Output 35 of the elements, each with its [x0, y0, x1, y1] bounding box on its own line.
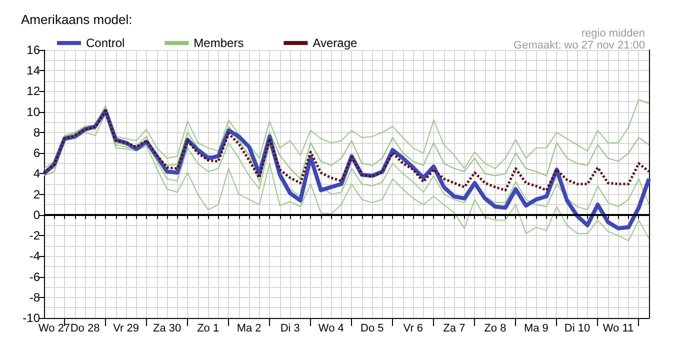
y-tick-label: 6 [33, 146, 40, 160]
x-tick-label: Wo 11 [602, 322, 634, 334]
x-tick-label: Vr 6 [403, 322, 424, 334]
y-tick-label: 14 [26, 64, 40, 78]
annotation: Gemaakt: wo 27 nov 21:00 [514, 40, 645, 52]
chart-title: Amerikaans model: [21, 12, 132, 27]
legend-label: Members [194, 36, 244, 50]
y-tick-label: -8 [29, 290, 40, 304]
x-tick-label: Za 7 [443, 322, 466, 334]
x-tick-label: Do 28 [70, 322, 100, 334]
x-tick-label: Di 10 [564, 322, 590, 334]
y-tick-label: -10 [22, 311, 40, 325]
y-tick-label: 12 [26, 84, 40, 98]
x-tick-label: Vr 29 [113, 322, 139, 334]
legend-label: Control [86, 36, 125, 50]
y-tick-label: -2 [29, 228, 40, 243]
y-tick-label: 16 [26, 43, 40, 57]
legend-label: Average [312, 36, 358, 50]
x-tick-label: Zo 1 [197, 322, 220, 334]
x-tick-label: Wo 27 [38, 322, 70, 334]
y-tick-label: 0 [33, 208, 40, 222]
y-tick-label: 10 [26, 104, 40, 119]
y-tick-label: 4 [33, 166, 40, 181]
x-tick-label: Wo 4 [318, 322, 344, 334]
y-tick-label: 2 [33, 187, 40, 202]
x-tick-label: Ma 2 [236, 322, 262, 334]
x-tick-label: Za 30 [152, 322, 182, 334]
y-tick-label: 8 [33, 125, 40, 140]
x-tick-label: Ma 9 [524, 322, 548, 334]
x-tick-label: Do 5 [360, 322, 384, 334]
text: regio midden [581, 28, 645, 40]
y-tick-label: -4 [29, 249, 40, 264]
x-tick-label: Zo 8 [484, 322, 506, 334]
x-tick-label: Di 3 [280, 322, 300, 334]
y-tick-label: -6 [29, 270, 40, 284]
